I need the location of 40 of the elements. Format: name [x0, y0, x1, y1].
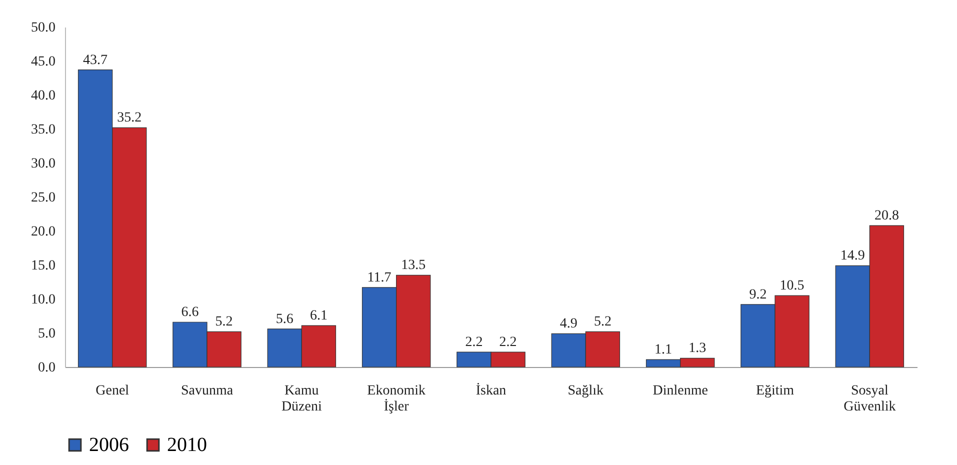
y-tick-label: 20.0 — [31, 224, 56, 240]
data-label: 20.8 — [874, 208, 899, 224]
x-tick-label: Kamu Düzeni — [281, 384, 322, 414]
data-label: 4.9 — [560, 316, 578, 332]
data-label: 13.5 — [401, 258, 426, 274]
y-tick-label: 35.0 — [31, 122, 56, 138]
y-tick-label: 25.0 — [31, 190, 56, 206]
x-tick-label: Sosyal Güvenlik — [844, 384, 896, 414]
x-tick-label: Savunma — [180, 384, 234, 398]
data-label: 14.9 — [840, 248, 865, 264]
data-label: 35.2 — [117, 110, 142, 126]
x-tick-label: İskan — [476, 382, 506, 398]
y-tick-label: 50.0 — [31, 20, 56, 36]
data-label: 2.2 — [465, 335, 483, 350]
data-label: 9.2 — [749, 287, 767, 302]
y-tick-label: 0.0 — [38, 360, 56, 376]
legend-label: 2006 — [89, 434, 129, 456]
x-tick-label: Eğitim — [756, 384, 794, 398]
data-label: 5.2 — [215, 314, 233, 330]
y-tick-label: 10.0 — [31, 292, 56, 308]
y-tick-label: 40.0 — [31, 88, 56, 104]
x-tick-label: Dinlenme — [652, 384, 708, 398]
legend-label: 2010 — [167, 434, 207, 456]
data-label: 10.5 — [780, 278, 804, 294]
x-tick-label: Sağlık — [568, 384, 604, 398]
data-label: 1.3 — [688, 341, 706, 356]
data-label: 5.2 — [594, 314, 612, 330]
x-tick-label: Genel — [96, 384, 130, 398]
x-tick-label: Ekonomik İşler — [367, 384, 426, 414]
data-label: 43.7 — [83, 52, 108, 68]
data-label: 11.7 — [367, 270, 392, 286]
y-tick-label: 5.0 — [38, 326, 56, 342]
y-tick-label: 45.0 — [31, 54, 56, 70]
data-label: 6.1 — [310, 308, 328, 324]
data-label: 6.6 — [181, 305, 199, 320]
data-label: 1.1 — [654, 342, 672, 358]
y-tick-label: 15.0 — [31, 258, 56, 274]
data-label: 2.2 — [499, 335, 517, 350]
data-label: 5.6 — [276, 312, 294, 327]
y-tick-label: 30.0 — [31, 156, 56, 172]
